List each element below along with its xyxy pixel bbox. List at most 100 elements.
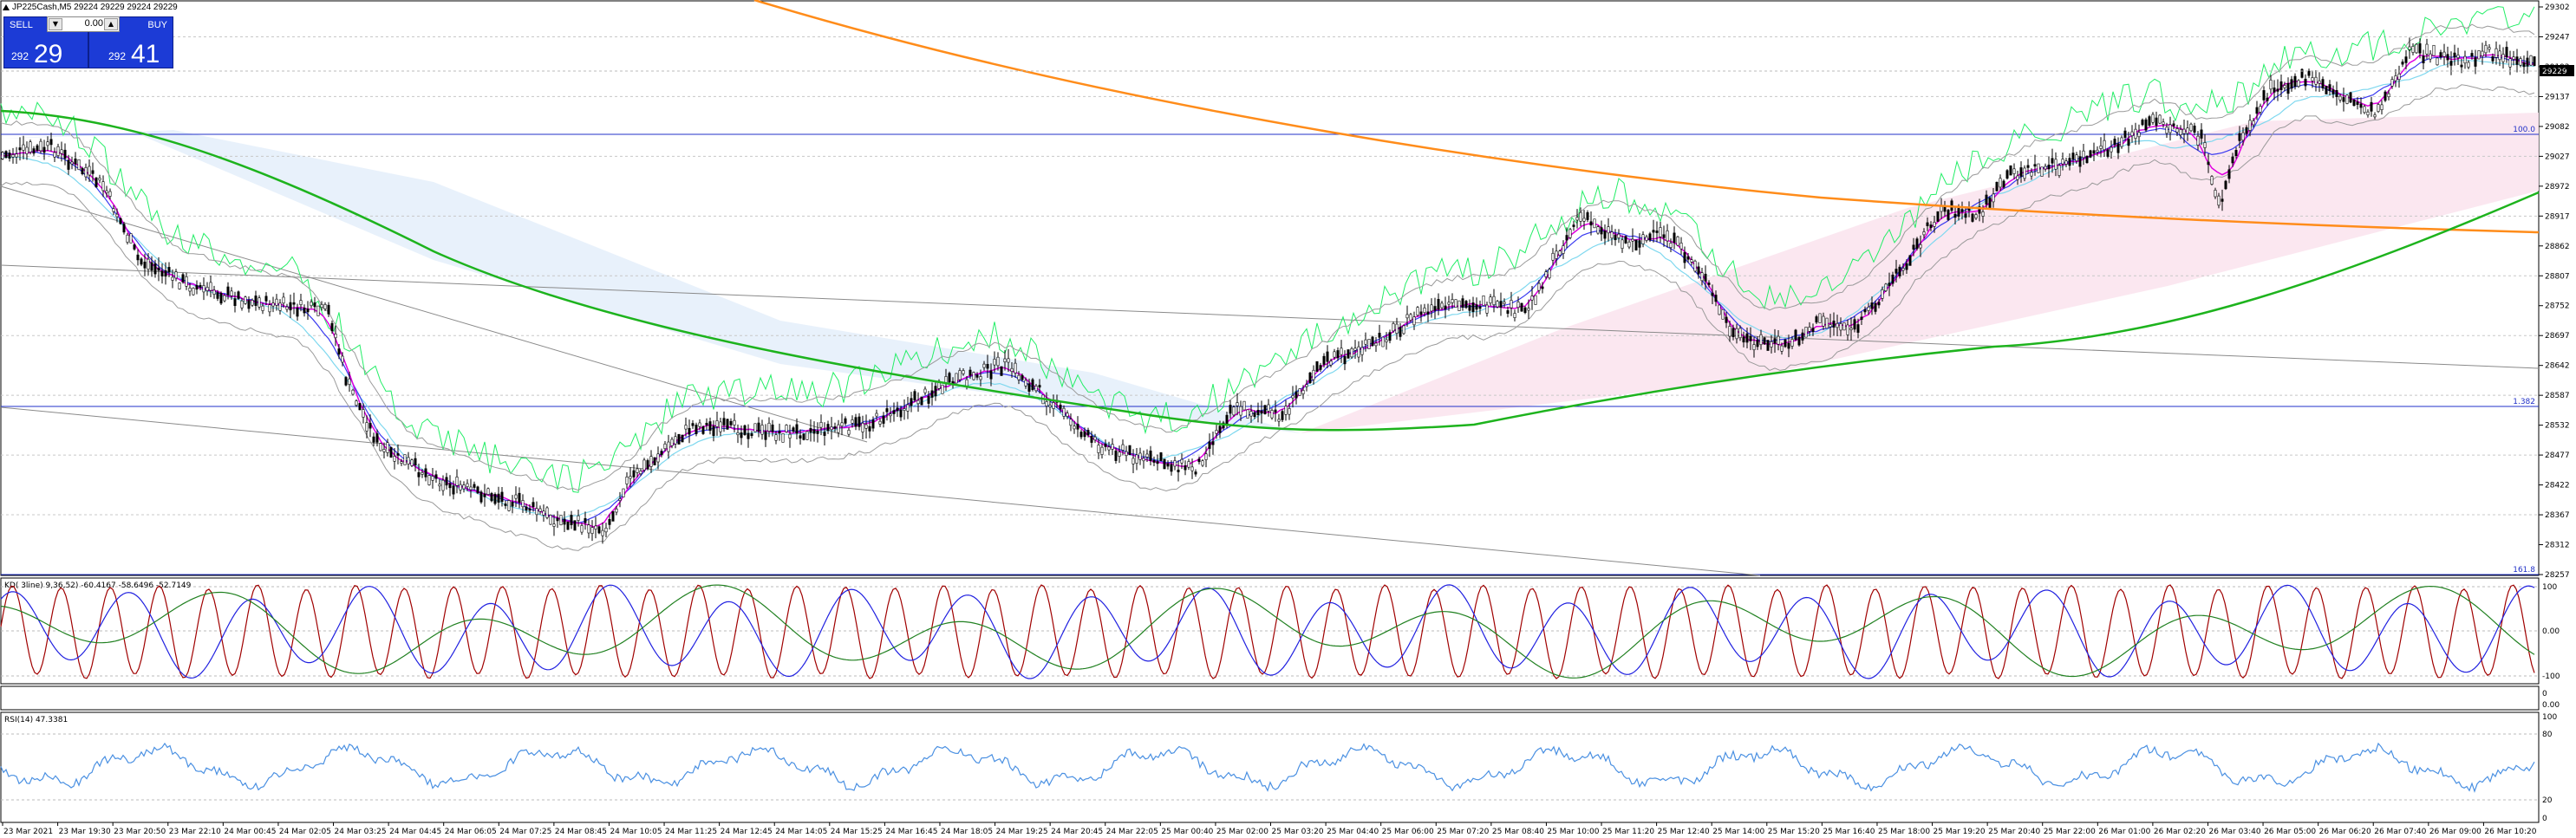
candle-body <box>490 493 493 502</box>
candle-body <box>1458 300 1461 311</box>
candle-body <box>1131 458 1135 464</box>
candle-body <box>1242 400 1246 411</box>
candle-body <box>2051 158 2054 164</box>
candle-body <box>2113 139 2116 146</box>
candle-body <box>344 377 348 386</box>
candle-body <box>1610 231 1614 239</box>
candle-body <box>882 415 885 424</box>
candle-body <box>1378 333 1381 338</box>
candle-body <box>927 395 930 404</box>
lot-increase-icon[interactable]: ▲ <box>104 18 118 30</box>
candle-body <box>247 300 251 309</box>
lot-decrease-icon[interactable]: ▼ <box>49 18 62 30</box>
candle-body <box>8 153 11 159</box>
candle-body <box>1947 210 1950 220</box>
candle-body <box>1891 274 1895 284</box>
time-tick-label: 25 Mar 12:40 <box>1658 828 1710 836</box>
candle-body <box>733 419 736 425</box>
candle-body <box>1284 406 1288 415</box>
candle-body <box>899 409 903 418</box>
candle-body <box>403 454 407 465</box>
candle-body <box>424 468 427 477</box>
price-tick-label: 28807 <box>2545 272 2570 281</box>
candle-body <box>1336 350 1340 359</box>
candle-body <box>483 493 486 497</box>
candle-body <box>1069 419 1073 426</box>
candle-body <box>275 298 278 306</box>
time-tick-label: 25 Mar 02:00 <box>1216 828 1268 836</box>
candle-body <box>1707 283 1711 285</box>
candle-body <box>521 500 525 508</box>
candle-body <box>1374 342 1378 347</box>
stoch-tick-0: 0.00 <box>2542 627 2560 636</box>
candle-body <box>1076 424 1079 430</box>
candle-body <box>958 370 962 380</box>
candle-body <box>39 140 42 152</box>
candle-body <box>1614 234 1617 241</box>
candle-body <box>1784 339 1787 348</box>
stoch-tick-100: 100 <box>2542 583 2557 592</box>
candle-body <box>2259 106 2262 113</box>
candle-body <box>1496 301 1499 308</box>
candle-body <box>594 525 597 529</box>
candlesticks <box>1 37 2536 544</box>
candle-body <box>955 373 958 384</box>
candle-body <box>910 398 913 406</box>
candle-body <box>1555 250 1558 259</box>
candle-body <box>1794 329 1797 341</box>
time-tick-label: 25 Mar 00:40 <box>1161 828 1213 836</box>
candle-body <box>1825 317 1829 329</box>
candle-body <box>1017 374 1021 380</box>
candle-body <box>1908 255 1912 266</box>
candle-body <box>847 429 851 435</box>
candle-body <box>36 145 39 151</box>
candle-body <box>1301 390 1305 394</box>
candle-body <box>1725 316 1728 323</box>
candle-body <box>2328 84 2331 92</box>
price-panel[interactable] <box>0 0 2540 576</box>
small-panel[interactable] <box>0 685 2540 711</box>
candle-body <box>2273 88 2276 93</box>
small-tick-0: 0 <box>2542 690 2547 698</box>
candle-body <box>1281 411 1284 420</box>
candle-body <box>1530 296 1534 301</box>
candle-body <box>1492 296 1496 306</box>
time-tick-label: 24 Mar 04:45 <box>389 828 441 836</box>
candle-body <box>2221 198 2224 202</box>
candle-body <box>1655 231 1659 233</box>
candle-body <box>2335 90 2338 97</box>
time-tick-label: 24 Mar 20:45 <box>1051 828 1103 836</box>
candle-body <box>1295 391 1298 399</box>
candle-body <box>1350 348 1353 358</box>
candle-body <box>1326 351 1329 362</box>
candle-body <box>320 303 323 309</box>
candle-body <box>2501 54 2505 62</box>
time-tick-label: 26 Mar 07:40 <box>2374 828 2426 836</box>
symbol-triangle-icon[interactable] <box>3 4 10 10</box>
rsi-panel[interactable] <box>0 711 2540 823</box>
candle-body <box>518 492 521 503</box>
candle-body <box>1381 336 1385 348</box>
time-tick-label: 25 Mar 18:00 <box>1878 828 1930 836</box>
candle-body <box>903 408 906 411</box>
candle-body <box>1849 328 1853 330</box>
candle-body <box>1118 451 1121 457</box>
candle-body <box>112 208 115 212</box>
candle-body <box>2467 62 2470 68</box>
lot-value[interactable]: 0.00 <box>84 18 103 29</box>
candle-body <box>1697 266 1700 275</box>
candle-body <box>355 400 358 406</box>
candle-body <box>2262 90 2266 101</box>
candle-body <box>1901 268 1905 271</box>
candle-body <box>164 270 167 277</box>
lot-size-field[interactable]: ▼ 0.00 ▲ <box>47 16 120 32</box>
candle-body <box>2044 166 2047 170</box>
candle-body <box>2141 120 2144 126</box>
candle-body <box>469 486 473 490</box>
candle-body <box>2356 101 2359 105</box>
candle-body <box>830 426 833 431</box>
candle-body <box>1315 361 1319 372</box>
candle-body <box>334 333 337 339</box>
time-tick-label: 25 Mar 22:00 <box>2044 828 2096 836</box>
